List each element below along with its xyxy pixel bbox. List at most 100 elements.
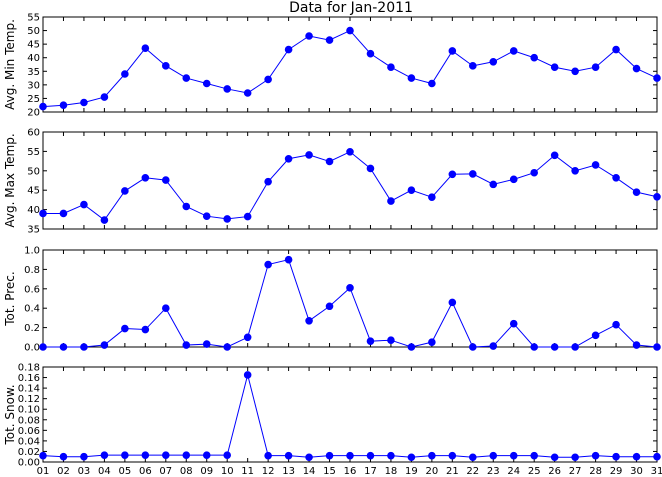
- panel-3-point: [100, 341, 109, 349]
- panel-1-point: [346, 26, 354, 35]
- panel-4-ytick-label: 0.02: [18, 447, 40, 458]
- panel-2-point: [39, 209, 47, 218]
- panel-3-point: [366, 337, 375, 345]
- panel-3-point: [428, 338, 436, 346]
- panel-4-ytick-label: 0.08: [18, 415, 40, 426]
- panel-3-ytick-label: 1.0: [24, 246, 40, 257]
- panel-2-point: [59, 209, 68, 218]
- panel-3-point: [264, 260, 272, 269]
- panel-4-point: [305, 453, 313, 462]
- panel-4-point: [182, 451, 191, 459]
- xtick-label: 28: [589, 466, 602, 477]
- panel-3-point: [162, 304, 170, 313]
- panel-3-point: [509, 319, 518, 328]
- xtick-label: 18: [385, 466, 398, 477]
- panel-2-point: [100, 216, 109, 224]
- panel-2-ytick-label: 35: [27, 225, 40, 236]
- panel-1-ytick-label: 35: [27, 67, 40, 78]
- panel-1-point: [325, 36, 334, 44]
- panel-4-point: [141, 451, 150, 459]
- xtick-label: 06: [139, 466, 152, 477]
- panel-1-point: [141, 44, 150, 53]
- panel-2-ytick-label: 60: [27, 128, 40, 139]
- xtick-label: 22: [466, 466, 479, 477]
- panel-3-point: [571, 343, 579, 351]
- panel-4-point: [469, 453, 477, 462]
- panel-4-point: [80, 452, 88, 461]
- panel-2-point: [284, 154, 293, 163]
- panel-3-point: [591, 331, 600, 340]
- xtick-label: 04: [98, 466, 111, 477]
- panel-2-point: [223, 215, 231, 223]
- panel-4-ytick-label: 0.06: [18, 426, 40, 437]
- panel-3-point: [550, 343, 559, 351]
- panel-2-point: [387, 197, 395, 205]
- panel-2-point: [632, 188, 641, 196]
- panel-3-ytick-label: 0.2: [24, 323, 40, 334]
- panel-3-point: [407, 343, 416, 351]
- xtick-label: 17: [364, 466, 377, 477]
- panel-1-ytick-label: 30: [27, 80, 40, 91]
- panel-4-point: [571, 453, 579, 462]
- panel-3-frame: [42, 249, 658, 348]
- panel-4-point: [550, 453, 559, 462]
- panel-1-ytick-label: 40: [27, 53, 40, 64]
- panel-2-point: [243, 212, 252, 221]
- panel-3-ytick-label: 0.8: [24, 265, 40, 276]
- panel-4-point: [202, 451, 211, 459]
- panel-4-point: [509, 451, 518, 460]
- panel-3-point: [448, 298, 457, 307]
- panel-1-point: [182, 74, 191, 82]
- panel-4-point: [100, 451, 109, 459]
- panel-3-point: [182, 341, 191, 349]
- panel-3-point: [39, 343, 47, 351]
- xtick-label: 29: [610, 466, 623, 477]
- panel-1-point: [59, 101, 68, 110]
- panel-1-point: [530, 53, 539, 62]
- panel-2-point: [571, 167, 579, 175]
- panel-3-point: [243, 333, 252, 342]
- panel-3-point: [141, 325, 150, 334]
- panel-3-point: [305, 317, 313, 325]
- panel-4-point: [325, 451, 334, 460]
- xtick-label: 25: [528, 466, 541, 477]
- xtick-label: 12: [262, 466, 275, 477]
- panel-3-point: [530, 343, 539, 351]
- panel-2-ytick-label: 40: [27, 205, 40, 216]
- panel-4-point: [346, 451, 354, 460]
- xtick-label: 26: [548, 466, 561, 477]
- panel-4-ytick-label: 0.18: [18, 363, 40, 374]
- panel-1-point: [489, 57, 498, 66]
- panel-4-ytick-label: 0.12: [18, 394, 40, 405]
- panel-3-point: [632, 341, 641, 349]
- xtick-label: 10: [221, 466, 234, 477]
- panel-2-point: [346, 147, 354, 156]
- xtick-label: 09: [200, 466, 213, 477]
- xtick-label: 23: [487, 466, 500, 477]
- panel-4-point: [591, 451, 600, 460]
- panel-1-point: [632, 64, 641, 73]
- panel-2-point: [530, 168, 539, 177]
- panel-4-point: [448, 451, 457, 460]
- panel-1-point: [121, 70, 129, 78]
- xtick-label: 31: [651, 466, 662, 477]
- panel-4-point: [284, 451, 293, 460]
- panel-3-point: [612, 320, 620, 329]
- panel-1-point: [469, 62, 477, 70]
- panel-1-point: [612, 45, 620, 54]
- panel-4-point: [387, 451, 395, 460]
- panel-2-point: [366, 164, 375, 173]
- panel-1-point: [550, 63, 559, 72]
- xtick-label: 19: [405, 466, 418, 477]
- panel-3-point: [387, 336, 395, 345]
- panel-2-point: [182, 202, 191, 211]
- panel-1-point: [223, 85, 231, 93]
- panel-4-point: [223, 451, 231, 459]
- panel-4-point: [407, 453, 416, 462]
- panel-4-ytick-label: 0.10: [18, 405, 40, 416]
- panel-1-point: [387, 63, 395, 72]
- panel-1-point: [39, 102, 47, 111]
- panel-1-point: [100, 93, 109, 101]
- xtick-label: 02: [57, 466, 70, 477]
